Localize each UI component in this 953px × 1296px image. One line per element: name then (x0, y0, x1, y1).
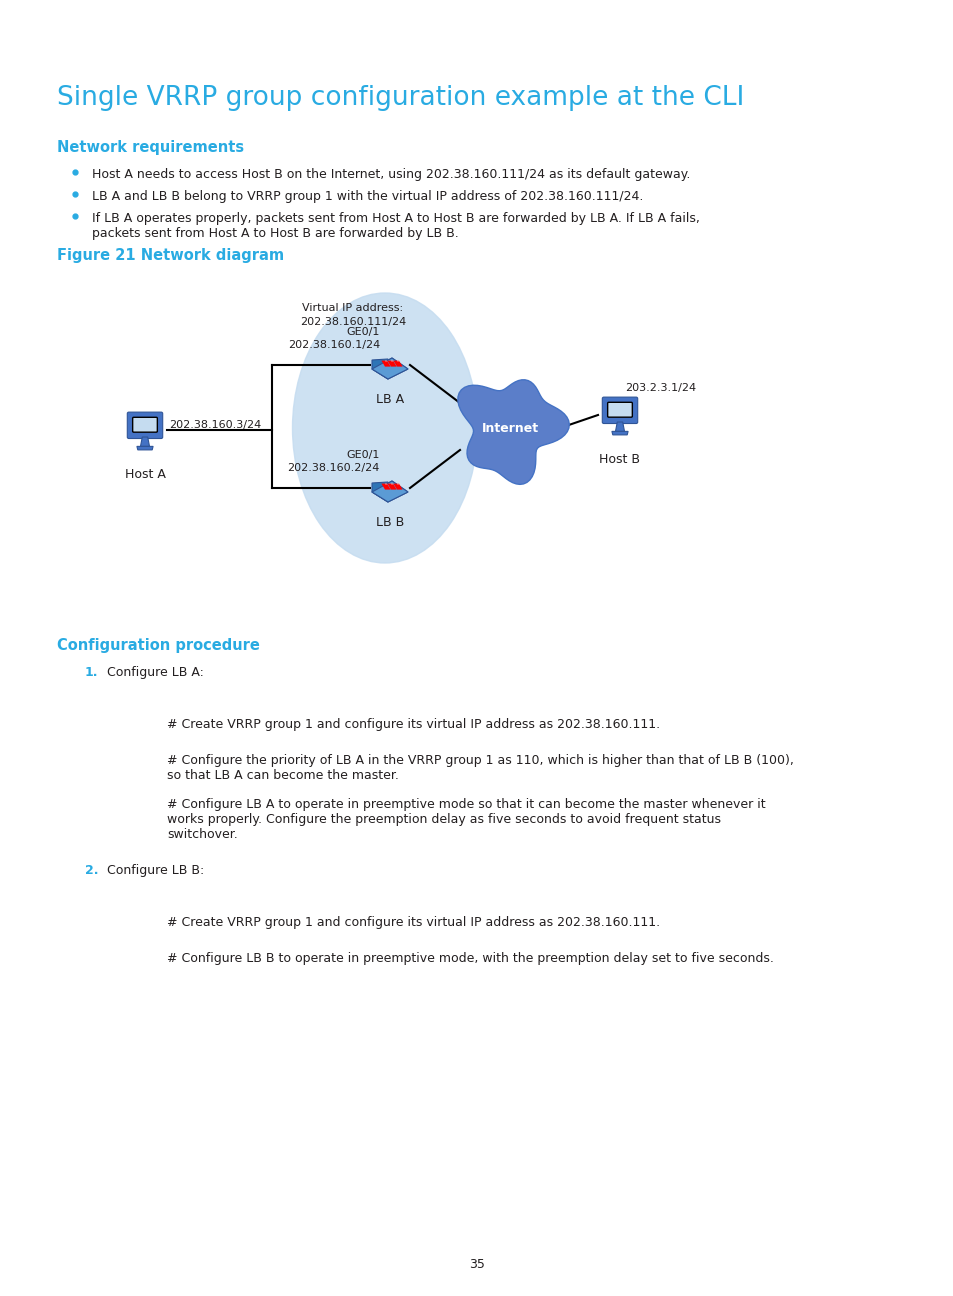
Text: LB B: LB B (375, 516, 404, 529)
FancyBboxPatch shape (127, 412, 163, 438)
Polygon shape (611, 432, 627, 435)
Text: 202.38.160.2/24: 202.38.160.2/24 (287, 463, 379, 473)
Text: Host A needs to access Host B on the Internet, using 202.38.160.111/24 as its de: Host A needs to access Host B on the Int… (91, 168, 690, 181)
Polygon shape (393, 483, 402, 490)
FancyBboxPatch shape (607, 402, 632, 417)
Text: Configure LB A:: Configure LB A: (107, 666, 204, 679)
Polygon shape (372, 358, 408, 378)
Text: Configuration procedure: Configuration procedure (57, 638, 259, 653)
Polygon shape (381, 483, 390, 490)
Text: Configure LB B:: Configure LB B: (107, 864, 204, 877)
Polygon shape (372, 359, 388, 378)
Polygon shape (372, 358, 408, 378)
Polygon shape (387, 360, 396, 367)
Text: Virtual IP address:: Virtual IP address: (302, 303, 403, 314)
Polygon shape (372, 482, 388, 502)
Polygon shape (372, 481, 408, 502)
Polygon shape (393, 360, 402, 367)
Text: Network requirements: Network requirements (57, 140, 244, 156)
Text: Figure 21 Network diagram: Figure 21 Network diagram (57, 248, 284, 263)
Polygon shape (457, 380, 569, 485)
Ellipse shape (293, 293, 477, 562)
Polygon shape (615, 422, 624, 432)
Text: # Configure LB B to operate in preemptive mode, with the preemption delay set to: # Configure LB B to operate in preemptiv… (167, 953, 773, 966)
Text: GE0/1: GE0/1 (346, 327, 379, 337)
Polygon shape (140, 437, 150, 446)
Text: 203.2.3.1/24: 203.2.3.1/24 (624, 384, 696, 393)
Text: GE0/1: GE0/1 (346, 450, 379, 460)
Text: 202.38.160.1/24: 202.38.160.1/24 (288, 340, 379, 350)
Polygon shape (137, 446, 152, 450)
FancyBboxPatch shape (132, 417, 157, 432)
Text: 202.38.160.111/24: 202.38.160.111/24 (299, 318, 406, 327)
Text: 2.: 2. (85, 864, 98, 877)
Text: # Create VRRP group 1 and configure its virtual IP address as 202.38.160.111.: # Create VRRP group 1 and configure its … (167, 718, 659, 731)
Text: # Configure the priority of LB A in the VRRP group 1 as 110, which is higher tha: # Configure the priority of LB A in the … (167, 754, 793, 781)
Polygon shape (387, 483, 396, 490)
Text: LB A and LB B belong to VRRP group 1 with the virtual IP address of 202.38.160.1: LB A and LB B belong to VRRP group 1 wit… (91, 191, 642, 203)
Polygon shape (372, 481, 408, 502)
Text: 35: 35 (469, 1258, 484, 1271)
Text: 1.: 1. (85, 666, 98, 679)
Polygon shape (381, 360, 390, 367)
Text: Host B: Host B (598, 454, 639, 467)
Text: LB A: LB A (375, 393, 404, 406)
Text: # Configure LB A to operate in preemptive mode so that it can become the master : # Configure LB A to operate in preemptiv… (167, 798, 765, 841)
Text: If LB A operates properly, packets sent from Host A to Host B are forwarded by L: If LB A operates properly, packets sent … (91, 213, 700, 240)
Text: Host A: Host A (125, 468, 165, 481)
Text: # Create VRRP group 1 and configure its virtual IP address as 202.38.160.111.: # Create VRRP group 1 and configure its … (167, 916, 659, 929)
Text: 202.38.160.3/24: 202.38.160.3/24 (169, 420, 261, 430)
Text: Internet: Internet (481, 421, 538, 434)
Text: Single VRRP group configuration example at the CLI: Single VRRP group configuration example … (57, 86, 743, 111)
FancyBboxPatch shape (601, 397, 637, 424)
